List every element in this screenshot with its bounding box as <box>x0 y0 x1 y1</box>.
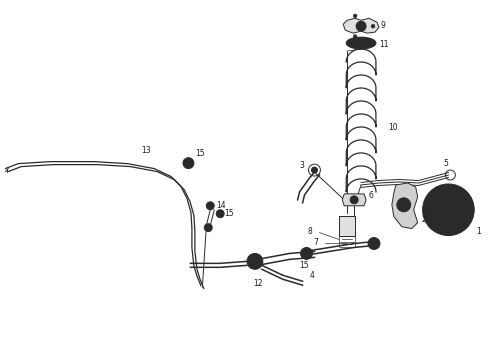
Text: 9: 9 <box>381 21 386 30</box>
Text: 15: 15 <box>224 209 234 218</box>
Circle shape <box>204 224 212 231</box>
Text: 14: 14 <box>216 201 226 210</box>
Text: 6: 6 <box>368 192 373 201</box>
Ellipse shape <box>356 41 366 45</box>
Text: 13: 13 <box>141 146 150 155</box>
Polygon shape <box>342 194 366 206</box>
Circle shape <box>186 161 191 166</box>
Circle shape <box>368 238 380 249</box>
Polygon shape <box>343 18 379 33</box>
Text: 10: 10 <box>388 123 397 132</box>
Text: 4: 4 <box>310 271 315 280</box>
Polygon shape <box>392 183 417 229</box>
Text: 2: 2 <box>421 215 426 224</box>
Circle shape <box>206 202 214 210</box>
Text: 8: 8 <box>308 227 312 236</box>
Circle shape <box>303 251 310 256</box>
Text: 7: 7 <box>314 238 318 247</box>
Circle shape <box>216 210 224 218</box>
Circle shape <box>371 240 377 247</box>
Circle shape <box>312 167 318 173</box>
FancyBboxPatch shape <box>339 216 355 235</box>
Text: 12: 12 <box>253 279 263 288</box>
Circle shape <box>397 198 411 212</box>
Circle shape <box>251 257 259 265</box>
Text: 15: 15 <box>196 149 205 158</box>
Circle shape <box>442 204 454 216</box>
Text: 3: 3 <box>299 161 304 170</box>
Circle shape <box>183 158 194 168</box>
Text: 1: 1 <box>476 227 481 236</box>
Circle shape <box>422 184 474 235</box>
Circle shape <box>300 247 313 260</box>
Circle shape <box>353 14 357 18</box>
Text: 11: 11 <box>379 40 389 49</box>
Circle shape <box>356 21 366 31</box>
Circle shape <box>429 190 468 230</box>
Circle shape <box>353 35 357 38</box>
Circle shape <box>371 24 375 28</box>
Ellipse shape <box>351 39 371 47</box>
Text: 5: 5 <box>443 159 448 168</box>
Ellipse shape <box>346 37 376 49</box>
Circle shape <box>247 253 263 269</box>
Circle shape <box>436 197 461 223</box>
Circle shape <box>350 196 358 204</box>
Text: 15: 15 <box>299 261 309 270</box>
